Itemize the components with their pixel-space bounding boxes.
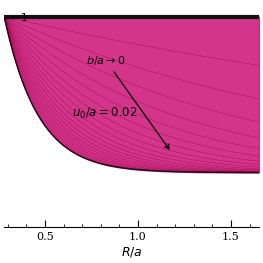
- Text: $b/a\rightarrow 0$: $b/a\rightarrow 0$: [86, 54, 169, 149]
- X-axis label: $R/a$: $R/a$: [121, 245, 142, 259]
- Text: $\leftarrow 1$: $\leftarrow 1$: [8, 11, 28, 23]
- Text: $u_0/a=0.02$: $u_0/a=0.02$: [72, 106, 137, 121]
